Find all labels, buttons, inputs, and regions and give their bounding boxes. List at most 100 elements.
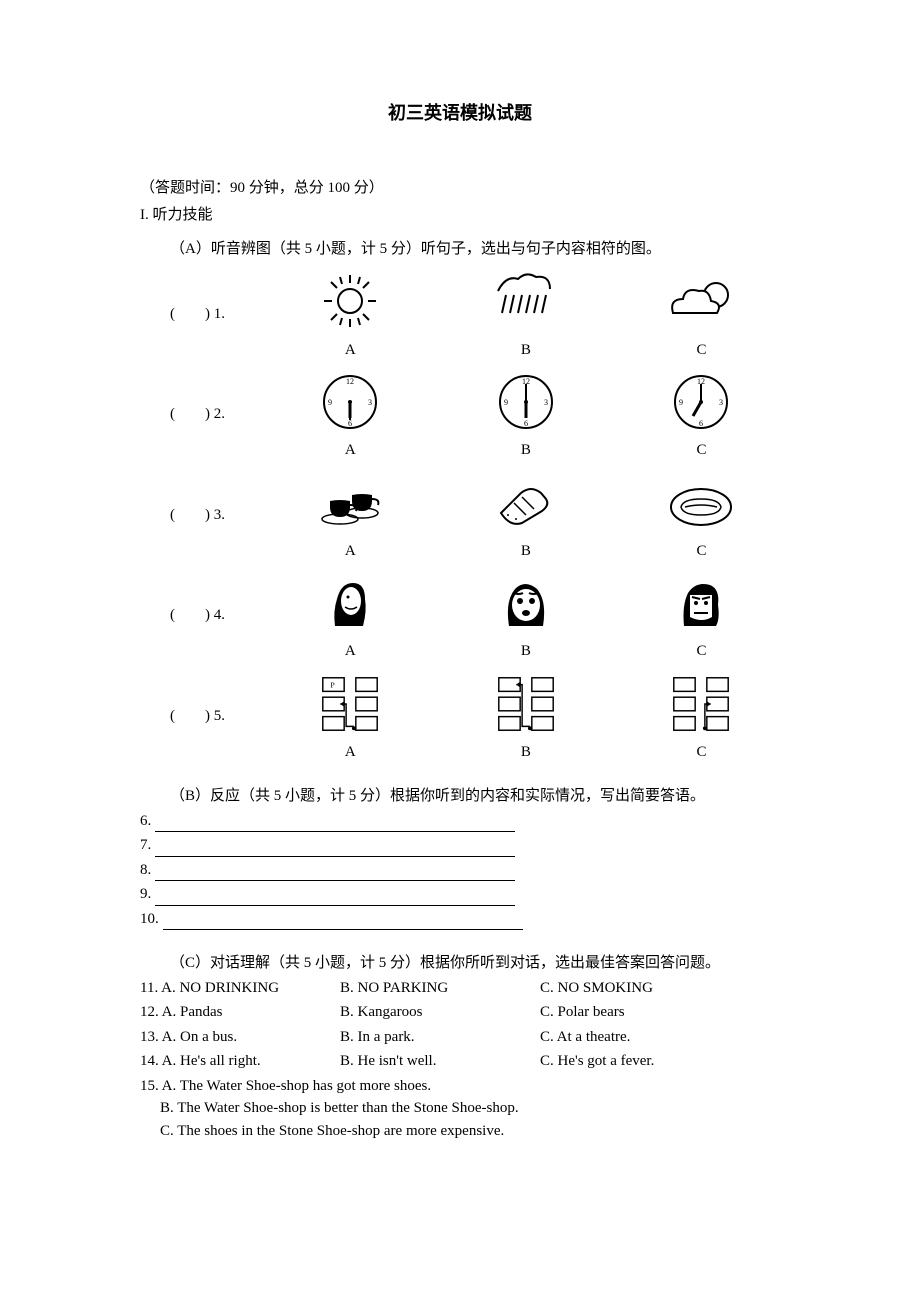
svg-text:P: P bbox=[331, 680, 336, 689]
picture-row-1: ( ) 1. A B C bbox=[140, 267, 780, 362]
q1-label: ( ) 1. bbox=[140, 303, 272, 326]
exam-page: 初三英语模拟试题 （答题时间：90 分钟，总分 100 分） I. 听力技能 （… bbox=[0, 0, 920, 1202]
q7-num: 7. bbox=[140, 837, 151, 853]
svg-text:6: 6 bbox=[699, 419, 703, 428]
picture-row-3: ( ) 3. A B C bbox=[140, 468, 780, 563]
cloud-sun-icon bbox=[623, 267, 780, 337]
q5-option-a: P A bbox=[272, 669, 429, 764]
clock-600-icon: 12369 bbox=[447, 367, 604, 437]
clock-630-icon: 12 3 6 9 bbox=[272, 367, 429, 437]
q1-option-c: C bbox=[623, 267, 780, 362]
q3-label: ( ) 3. bbox=[140, 504, 272, 527]
q1-opt-a-letter: A bbox=[272, 339, 429, 362]
q3-opt-c-letter: C bbox=[623, 540, 780, 563]
cups-icon bbox=[272, 468, 429, 538]
q13-c: C. At a theatre. bbox=[540, 1026, 780, 1049]
q14-c: C. He's got a fever. bbox=[540, 1050, 780, 1073]
q2-option-a: 12 3 6 9 A bbox=[272, 367, 429, 462]
q2-opt-b-letter: B bbox=[447, 439, 604, 462]
man-a-icon bbox=[272, 568, 429, 638]
map-c-icon bbox=[623, 669, 780, 739]
q4-opt-c-letter: C bbox=[623, 640, 780, 663]
q4-label: ( ) 4. bbox=[140, 604, 272, 627]
q14: 14. A. He's all right. B. He isn't well.… bbox=[140, 1050, 780, 1073]
q5-opt-b-letter: B bbox=[447, 741, 604, 764]
q7-blank[interactable] bbox=[155, 841, 515, 857]
svg-text:12: 12 bbox=[346, 377, 354, 386]
q5-option-b: B bbox=[447, 669, 604, 764]
q5-option-c: C bbox=[623, 669, 780, 764]
picture-row-4: ( ) 4. A B C bbox=[140, 568, 780, 663]
q4-option-a: A bbox=[272, 568, 429, 663]
map-a-icon: P bbox=[272, 669, 429, 739]
q5-opt-a-letter: A bbox=[272, 741, 429, 764]
hotdog-icon bbox=[623, 468, 780, 538]
svg-text:6: 6 bbox=[348, 419, 352, 428]
map-b-icon bbox=[447, 669, 604, 739]
section-1-heading: I. 听力技能 bbox=[140, 204, 780, 227]
q12-c: C. Polar bears bbox=[540, 1001, 780, 1024]
q5-opt-c-letter: C bbox=[623, 741, 780, 764]
q11-c: C. NO SMOKING bbox=[540, 977, 780, 1000]
q15-b: B. The Water Shoe-shop is better than th… bbox=[140, 1097, 780, 1120]
q9-blank[interactable] bbox=[155, 890, 515, 906]
q11: 11. A. NO DRINKING B. NO PARKING C. NO S… bbox=[140, 977, 780, 1000]
part-c-heading: （C）对话理解（共 5 小题，计 5 分）根据你所听到对话，选出最佳答案回答问题… bbox=[140, 952, 780, 975]
rain-icon bbox=[447, 267, 604, 337]
q6-blank[interactable] bbox=[155, 816, 515, 832]
clock-700-icon: 12369 bbox=[623, 367, 780, 437]
svg-text:9: 9 bbox=[504, 398, 508, 407]
svg-text:9: 9 bbox=[328, 398, 332, 407]
q1-option-b: B bbox=[447, 267, 604, 362]
q4-opt-b-letter: B bbox=[447, 640, 604, 663]
timing-note: （答题时间：90 分钟，总分 100 分） bbox=[140, 177, 780, 200]
q15-c: C. The shoes in the Stone Shoe-shop are … bbox=[140, 1120, 780, 1143]
q4-opt-a-letter: A bbox=[272, 640, 429, 663]
q10-num: 10. bbox=[140, 911, 159, 927]
sun-icon bbox=[272, 267, 429, 337]
q13-b: B. In a park. bbox=[340, 1026, 540, 1049]
part-b-heading: （B）反应（共 5 小题，计 5 分）根据你听到的内容和实际情况，写出简要答语。 bbox=[140, 785, 780, 808]
q4-option-c: C bbox=[623, 568, 780, 663]
bread-icon bbox=[447, 468, 604, 538]
q14-a: 14. A. He's all right. bbox=[140, 1050, 340, 1073]
q8-blank[interactable] bbox=[155, 865, 515, 881]
q9: 9. bbox=[140, 883, 780, 906]
q3-opt-a-letter: A bbox=[272, 540, 429, 563]
q3-option-b: B bbox=[447, 468, 604, 563]
q11-a: 11. A. NO DRINKING bbox=[140, 977, 340, 1000]
q12-b: B. Kangaroos bbox=[340, 1001, 540, 1024]
q1-opt-c-letter: C bbox=[623, 339, 780, 362]
man-b-icon bbox=[447, 568, 604, 638]
q15-a: 15. A. The Water Shoe-shop has got more … bbox=[140, 1075, 780, 1098]
q2-label: ( ) 2. bbox=[140, 403, 272, 426]
q2-opt-c-letter: C bbox=[623, 439, 780, 462]
q13-a: 13. A. On a bus. bbox=[140, 1026, 340, 1049]
q8-num: 8. bbox=[140, 862, 151, 878]
q6: 6. bbox=[140, 810, 780, 833]
q10-blank[interactable] bbox=[163, 914, 523, 930]
svg-text:6: 6 bbox=[524, 419, 528, 428]
svg-text:3: 3 bbox=[544, 398, 548, 407]
q4-option-b: B bbox=[447, 568, 604, 663]
q6-num: 6. bbox=[140, 813, 151, 829]
q2-opt-a-letter: A bbox=[272, 439, 429, 462]
q10: 10. bbox=[140, 908, 780, 931]
part-a-heading: （A）听音辨图（共 5 小题，计 5 分）听句子，选出与句子内容相符的图。 bbox=[140, 238, 780, 261]
q13: 13. A. On a bus. B. In a park. C. At a t… bbox=[140, 1026, 780, 1049]
q1-option-a: A bbox=[272, 267, 429, 362]
q12-a: 12. A. Pandas bbox=[140, 1001, 340, 1024]
q1-opt-b-letter: B bbox=[447, 339, 604, 362]
q5-label: ( ) 5. bbox=[140, 705, 272, 728]
q7: 7. bbox=[140, 834, 780, 857]
q3-opt-b-letter: B bbox=[447, 540, 604, 563]
q14-b: B. He isn't well. bbox=[340, 1050, 540, 1073]
q8: 8. bbox=[140, 859, 780, 882]
svg-text:3: 3 bbox=[719, 398, 723, 407]
q2-option-c: 12369 C bbox=[623, 367, 780, 462]
svg-text:3: 3 bbox=[368, 398, 372, 407]
q12: 12. A. Pandas B. Kangaroos C. Polar bear… bbox=[140, 1001, 780, 1024]
q2-option-b: 12369 B bbox=[447, 367, 604, 462]
picture-row-5: ( ) 5. P A B C bbox=[140, 669, 780, 764]
svg-text:9: 9 bbox=[679, 398, 683, 407]
